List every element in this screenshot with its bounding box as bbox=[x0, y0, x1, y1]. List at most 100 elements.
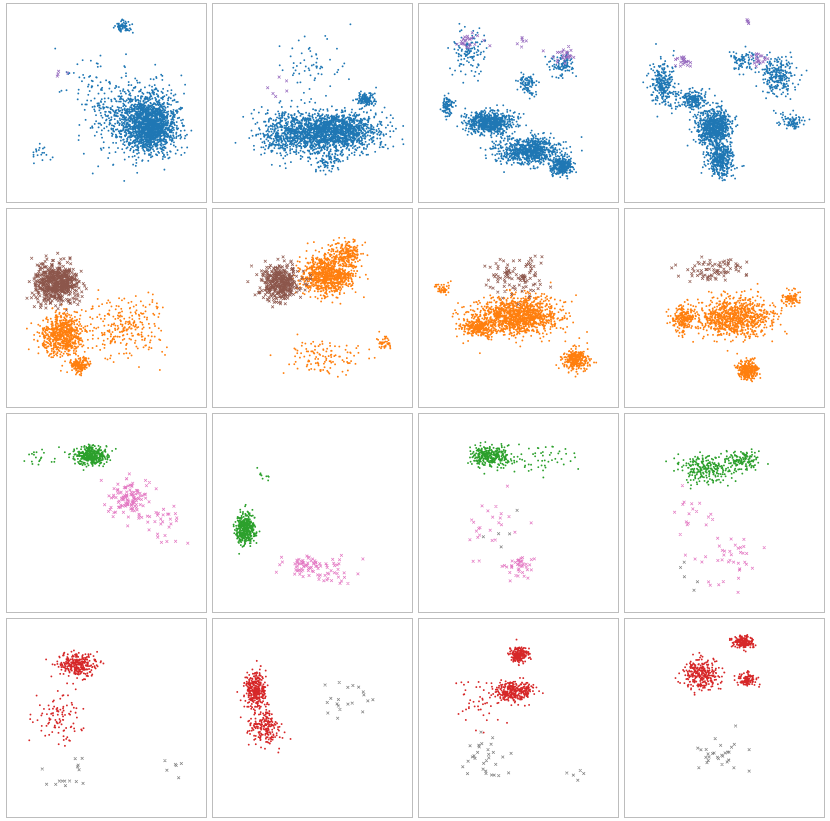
series-blue-dot bbox=[234, 23, 405, 176]
scatter-points-blue bbox=[32, 18, 193, 182]
scatter-crosses-pink bbox=[274, 553, 365, 586]
series-orange-dot bbox=[25, 289, 168, 377]
scatter-crosses-brown bbox=[670, 255, 749, 284]
scatter-panel-r3-c2 bbox=[212, 413, 413, 613]
scatter-points-green bbox=[232, 466, 270, 555]
scatter-points-green bbox=[665, 448, 769, 490]
scatter-panel-r2-c3 bbox=[418, 208, 619, 408]
series-orange-dot bbox=[269, 236, 392, 378]
series-brown-cross bbox=[670, 255, 749, 284]
series-red-dot bbox=[674, 633, 761, 696]
series-purple-cross bbox=[266, 75, 289, 99]
scatter-points-red bbox=[674, 633, 761, 696]
series-green-dot bbox=[665, 448, 769, 490]
scatter-crosses-gray bbox=[481, 508, 519, 549]
series-green-dot bbox=[467, 441, 580, 479]
scatter-plot bbox=[25, 251, 168, 377]
scatter-points-green bbox=[467, 441, 580, 479]
series-gray-cross bbox=[678, 560, 700, 592]
scatter-panel-r3-c4 bbox=[624, 413, 825, 613]
series-green-dot bbox=[232, 466, 270, 555]
scatter-crosses-gray bbox=[678, 560, 700, 592]
series-orange-dot bbox=[433, 280, 598, 378]
scatter-crosses-brown bbox=[483, 254, 553, 306]
series-pink-cross bbox=[672, 483, 766, 595]
scatter-plot bbox=[665, 255, 802, 383]
scatter-points-red bbox=[236, 659, 292, 754]
scatter-plot bbox=[674, 633, 761, 773]
scatter-panel-r2-c1 bbox=[6, 208, 207, 408]
series-purple-cross bbox=[455, 31, 576, 66]
series-gray-cross bbox=[461, 730, 586, 782]
scatter-crosses-pink bbox=[99, 472, 190, 545]
scatter-points-green bbox=[23, 443, 117, 471]
scatter-points-red bbox=[455, 638, 544, 734]
scatter-panel-r1-c2 bbox=[212, 3, 413, 203]
scatter-points-blue bbox=[439, 22, 583, 180]
scatter-crosses-purple bbox=[455, 31, 576, 66]
series-gray-cross bbox=[323, 680, 375, 720]
scatter-points-red bbox=[28, 649, 105, 747]
scatter-points-blue bbox=[234, 23, 405, 176]
scatter-panel-r2-c2 bbox=[212, 208, 413, 408]
series-gray-cross bbox=[481, 508, 519, 549]
scatter-plot bbox=[433, 254, 598, 378]
scatter-panel-r4-c4 bbox=[624, 618, 825, 818]
series-gray-cross bbox=[696, 724, 751, 773]
scatter-crosses-purple bbox=[673, 18, 770, 68]
scatter-points-orange bbox=[25, 289, 168, 377]
scatter-panel-r1-c4 bbox=[624, 3, 825, 203]
scatter-plot bbox=[23, 443, 190, 545]
scatter-plot bbox=[236, 659, 375, 754]
series-blue-dot bbox=[32, 18, 193, 182]
series-pink-cross bbox=[99, 472, 190, 545]
series-pink-cross bbox=[274, 553, 365, 586]
scatter-panel-r4-c1 bbox=[6, 618, 207, 818]
scatter-crosses-purple bbox=[55, 69, 70, 78]
series-purple-cross bbox=[55, 69, 70, 78]
scatter-crosses-purple bbox=[266, 75, 289, 99]
scatter-crosses-pink bbox=[468, 484, 536, 583]
series-red-dot bbox=[236, 659, 292, 754]
scatter-crosses-gray bbox=[461, 730, 586, 782]
scatter-crosses-gray bbox=[696, 724, 751, 773]
scatter-points-orange bbox=[269, 236, 392, 378]
scatter-panel-r4-c2 bbox=[212, 618, 413, 818]
series-pink-cross bbox=[468, 484, 536, 583]
series-gray-cross bbox=[40, 756, 183, 788]
series-red-dot bbox=[455, 638, 544, 734]
scatter-points-orange bbox=[433, 280, 598, 378]
scatter-plot bbox=[455, 638, 586, 782]
scatter-plot bbox=[246, 236, 392, 378]
scatter-crosses-pink bbox=[672, 483, 766, 595]
scatter-crosses-brown bbox=[25, 251, 88, 312]
scatter-panel-r3-c1 bbox=[6, 413, 207, 613]
series-brown-cross bbox=[246, 255, 313, 309]
scatter-plot bbox=[439, 22, 583, 180]
scatter-plot bbox=[234, 23, 405, 176]
scatter-plot bbox=[32, 18, 193, 182]
series-blue-dot bbox=[642, 43, 811, 182]
scatter-crosses-brown bbox=[246, 255, 313, 309]
series-brown-cross bbox=[483, 254, 553, 306]
scatter-plot bbox=[232, 466, 365, 586]
series-red-dot bbox=[28, 649, 105, 747]
scatter-crosses-gray bbox=[40, 756, 183, 788]
scatter-panel-r1-c3 bbox=[418, 3, 619, 203]
scatter-points-blue bbox=[642, 43, 811, 182]
series-purple-cross bbox=[673, 18, 770, 68]
scatter-panel-r2-c4 bbox=[624, 208, 825, 408]
scatter-points-orange bbox=[665, 282, 802, 383]
scatter-plot bbox=[467, 441, 580, 583]
scatter-panel-r3-c3 bbox=[418, 413, 619, 613]
series-brown-cross bbox=[25, 251, 88, 312]
scatter-plot bbox=[642, 18, 811, 182]
scatter-plot bbox=[665, 448, 769, 595]
series-green-dot bbox=[23, 443, 117, 471]
series-blue-dot bbox=[439, 22, 583, 180]
scatter-panel-r1-c1 bbox=[6, 3, 207, 203]
series-orange-dot bbox=[665, 282, 802, 383]
scatter-crosses-gray bbox=[323, 680, 375, 720]
scatter-panel-r4-c3 bbox=[418, 618, 619, 818]
